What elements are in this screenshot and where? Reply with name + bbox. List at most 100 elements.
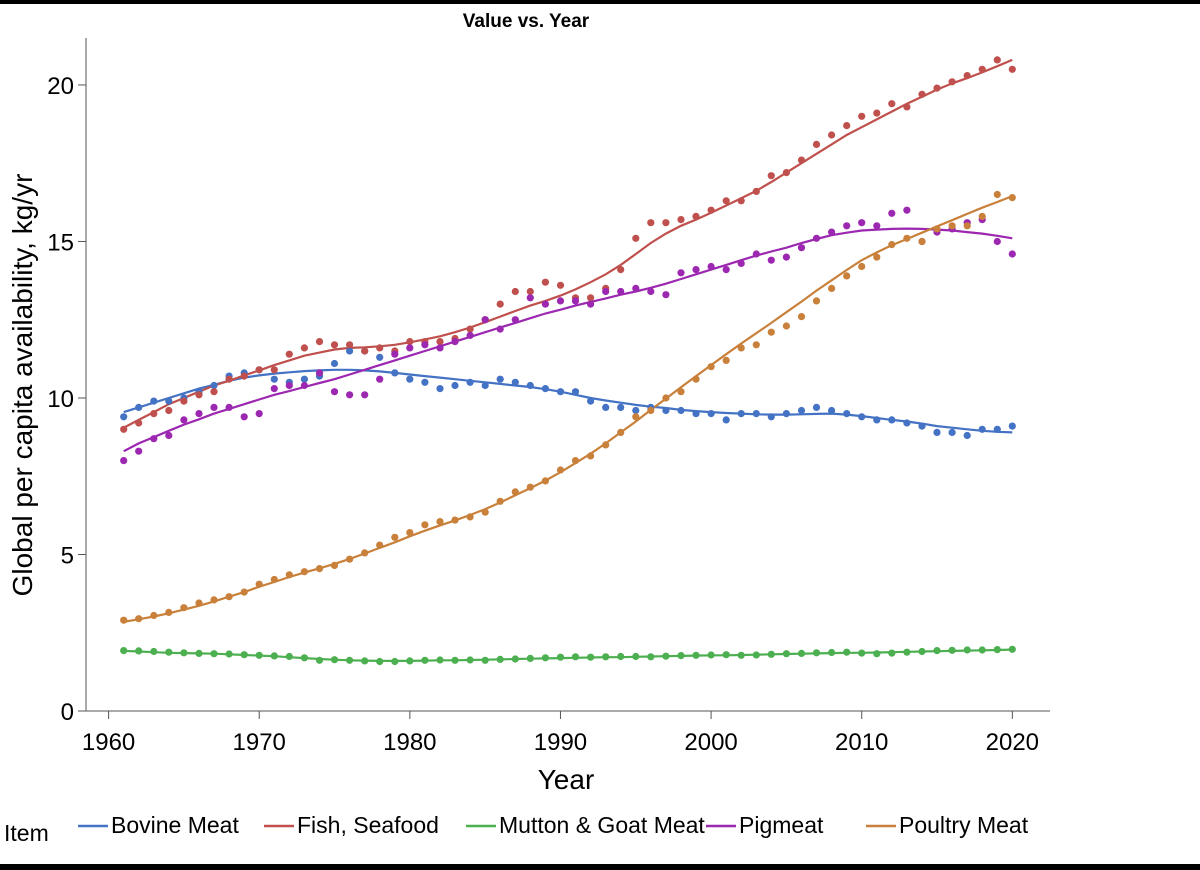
point-fish-seafood	[376, 344, 384, 352]
point-fish-seafood	[135, 419, 143, 427]
point-poultry-meat	[225, 593, 233, 601]
legend-label-bovine-meat: Bovine Meat	[111, 812, 239, 838]
point-pigmeat	[843, 222, 851, 230]
point-mutton-goat-meat	[647, 653, 655, 661]
point-mutton-goat-meat	[255, 651, 263, 659]
point-pigmeat	[315, 369, 324, 377]
point-bovine-meat	[376, 353, 384, 361]
point-bovine-meat	[120, 413, 128, 421]
point-fish-seafood	[722, 197, 730, 205]
point-pigmeat	[677, 269, 685, 277]
point-pigmeat	[888, 209, 896, 217]
point-mutton-goat-meat	[858, 649, 866, 657]
point-mutton-goat-meat	[587, 653, 595, 661]
point-fish-seafood	[767, 172, 775, 180]
point-mutton-goat-meat	[873, 650, 881, 658]
point-mutton-goat-meat	[752, 651, 760, 659]
point-mutton-goat-meat	[692, 651, 700, 659]
point-pigmeat	[737, 259, 745, 267]
point-pigmeat	[195, 410, 203, 418]
point-mutton-goat-meat	[993, 646, 1001, 654]
point-poultry-meat	[737, 344, 745, 352]
point-mutton-goat-meat	[180, 649, 188, 657]
point-pigmeat	[391, 350, 399, 358]
point-fish-seafood	[180, 397, 188, 405]
point-mutton-goat-meat	[556, 653, 565, 661]
point-mutton-goat-meat	[391, 657, 399, 666]
x-tick-label: 2020	[986, 729, 1039, 756]
point-bovine-meat	[391, 369, 399, 377]
point-fish-seafood	[346, 341, 354, 349]
point-poultry-meat	[662, 394, 670, 402]
point-pigmeat	[632, 284, 640, 292]
point-pigmeat	[571, 297, 580, 305]
point-poultry-meat	[722, 356, 730, 364]
point-bovine-meat	[602, 403, 610, 411]
point-fish-seafood	[315, 338, 324, 346]
point-fish-seafood	[541, 278, 550, 286]
legend-label-poultry-meat: Poultry Meat	[899, 812, 1029, 838]
point-pigmeat	[300, 381, 308, 390]
point-bovine-meat	[797, 406, 806, 415]
point-fish-seafood	[993, 56, 1001, 64]
point-poultry-meat	[315, 565, 324, 573]
point-fish-seafood	[210, 388, 218, 396]
chart-title: Value vs. Year	[463, 11, 590, 32]
point-mutton-goat-meat	[541, 654, 550, 662]
point-fish-seafood	[797, 156, 806, 164]
point-mutton-goat-meat	[722, 651, 730, 659]
point-fish-seafood	[782, 169, 791, 177]
point-pigmeat	[602, 287, 610, 296]
point-bovine-meat	[330, 359, 339, 368]
point-fish-seafood	[150, 410, 158, 418]
point-fish-seafood	[978, 65, 986, 73]
x-axis-label: Year	[538, 764, 595, 795]
y-tick-label: 0	[61, 699, 74, 726]
point-mutton-goat-meat	[270, 652, 278, 660]
point-poultry-meat	[511, 488, 519, 496]
point-poultry-meat	[496, 497, 504, 505]
point-bovine-meat	[873, 416, 881, 424]
point-mutton-goat-meat	[526, 654, 534, 663]
point-poultry-meat	[150, 611, 158, 620]
fit-line-pigmeat	[123, 227, 1013, 453]
point-bovine-meat	[526, 381, 534, 390]
point-bovine-meat	[346, 347, 354, 355]
point-poultry-meat	[466, 513, 474, 521]
point-mutton-goat-meat	[782, 650, 791, 658]
point-poultry-meat	[888, 241, 896, 249]
point-pigmeat	[541, 300, 550, 308]
point-pigmeat	[436, 344, 444, 352]
point-poultry-meat	[391, 533, 399, 541]
point-mutton-goat-meat	[195, 649, 203, 658]
point-pigmeat	[873, 222, 881, 230]
point-bovine-meat	[888, 416, 896, 424]
point-pigmeat	[285, 381, 293, 390]
point-fish-seafood	[888, 100, 896, 108]
point-fish-seafood	[120, 425, 128, 433]
y-axis-label: Global per capita availability, kg/yr	[7, 174, 38, 597]
point-pigmeat	[466, 331, 474, 339]
point-bovine-meat	[858, 413, 866, 421]
point-bovine-meat	[481, 381, 489, 390]
point-poultry-meat	[903, 234, 911, 242]
point-pigmeat	[255, 410, 263, 418]
point-poultry-meat	[300, 568, 308, 576]
fit-line-poultry-meat	[123, 195, 1013, 623]
point-poultry-meat	[195, 599, 203, 607]
point-pigmeat	[451, 338, 459, 346]
point-poultry-meat	[873, 253, 881, 261]
point-bovine-meat	[300, 375, 308, 383]
point-pigmeat	[617, 287, 625, 296]
data-points	[120, 56, 1016, 666]
point-pigmeat	[346, 391, 354, 399]
point-bovine-meat	[828, 406, 836, 415]
point-bovine-meat	[511, 378, 519, 386]
point-bovine-meat	[707, 410, 715, 418]
point-pigmeat	[421, 341, 429, 349]
point-mutton-goat-meat	[737, 651, 745, 659]
point-pigmeat	[692, 266, 700, 274]
point-fish-seafood	[496, 300, 504, 308]
point-mutton-goat-meat	[150, 647, 158, 656]
point-mutton-goat-meat	[496, 655, 504, 664]
